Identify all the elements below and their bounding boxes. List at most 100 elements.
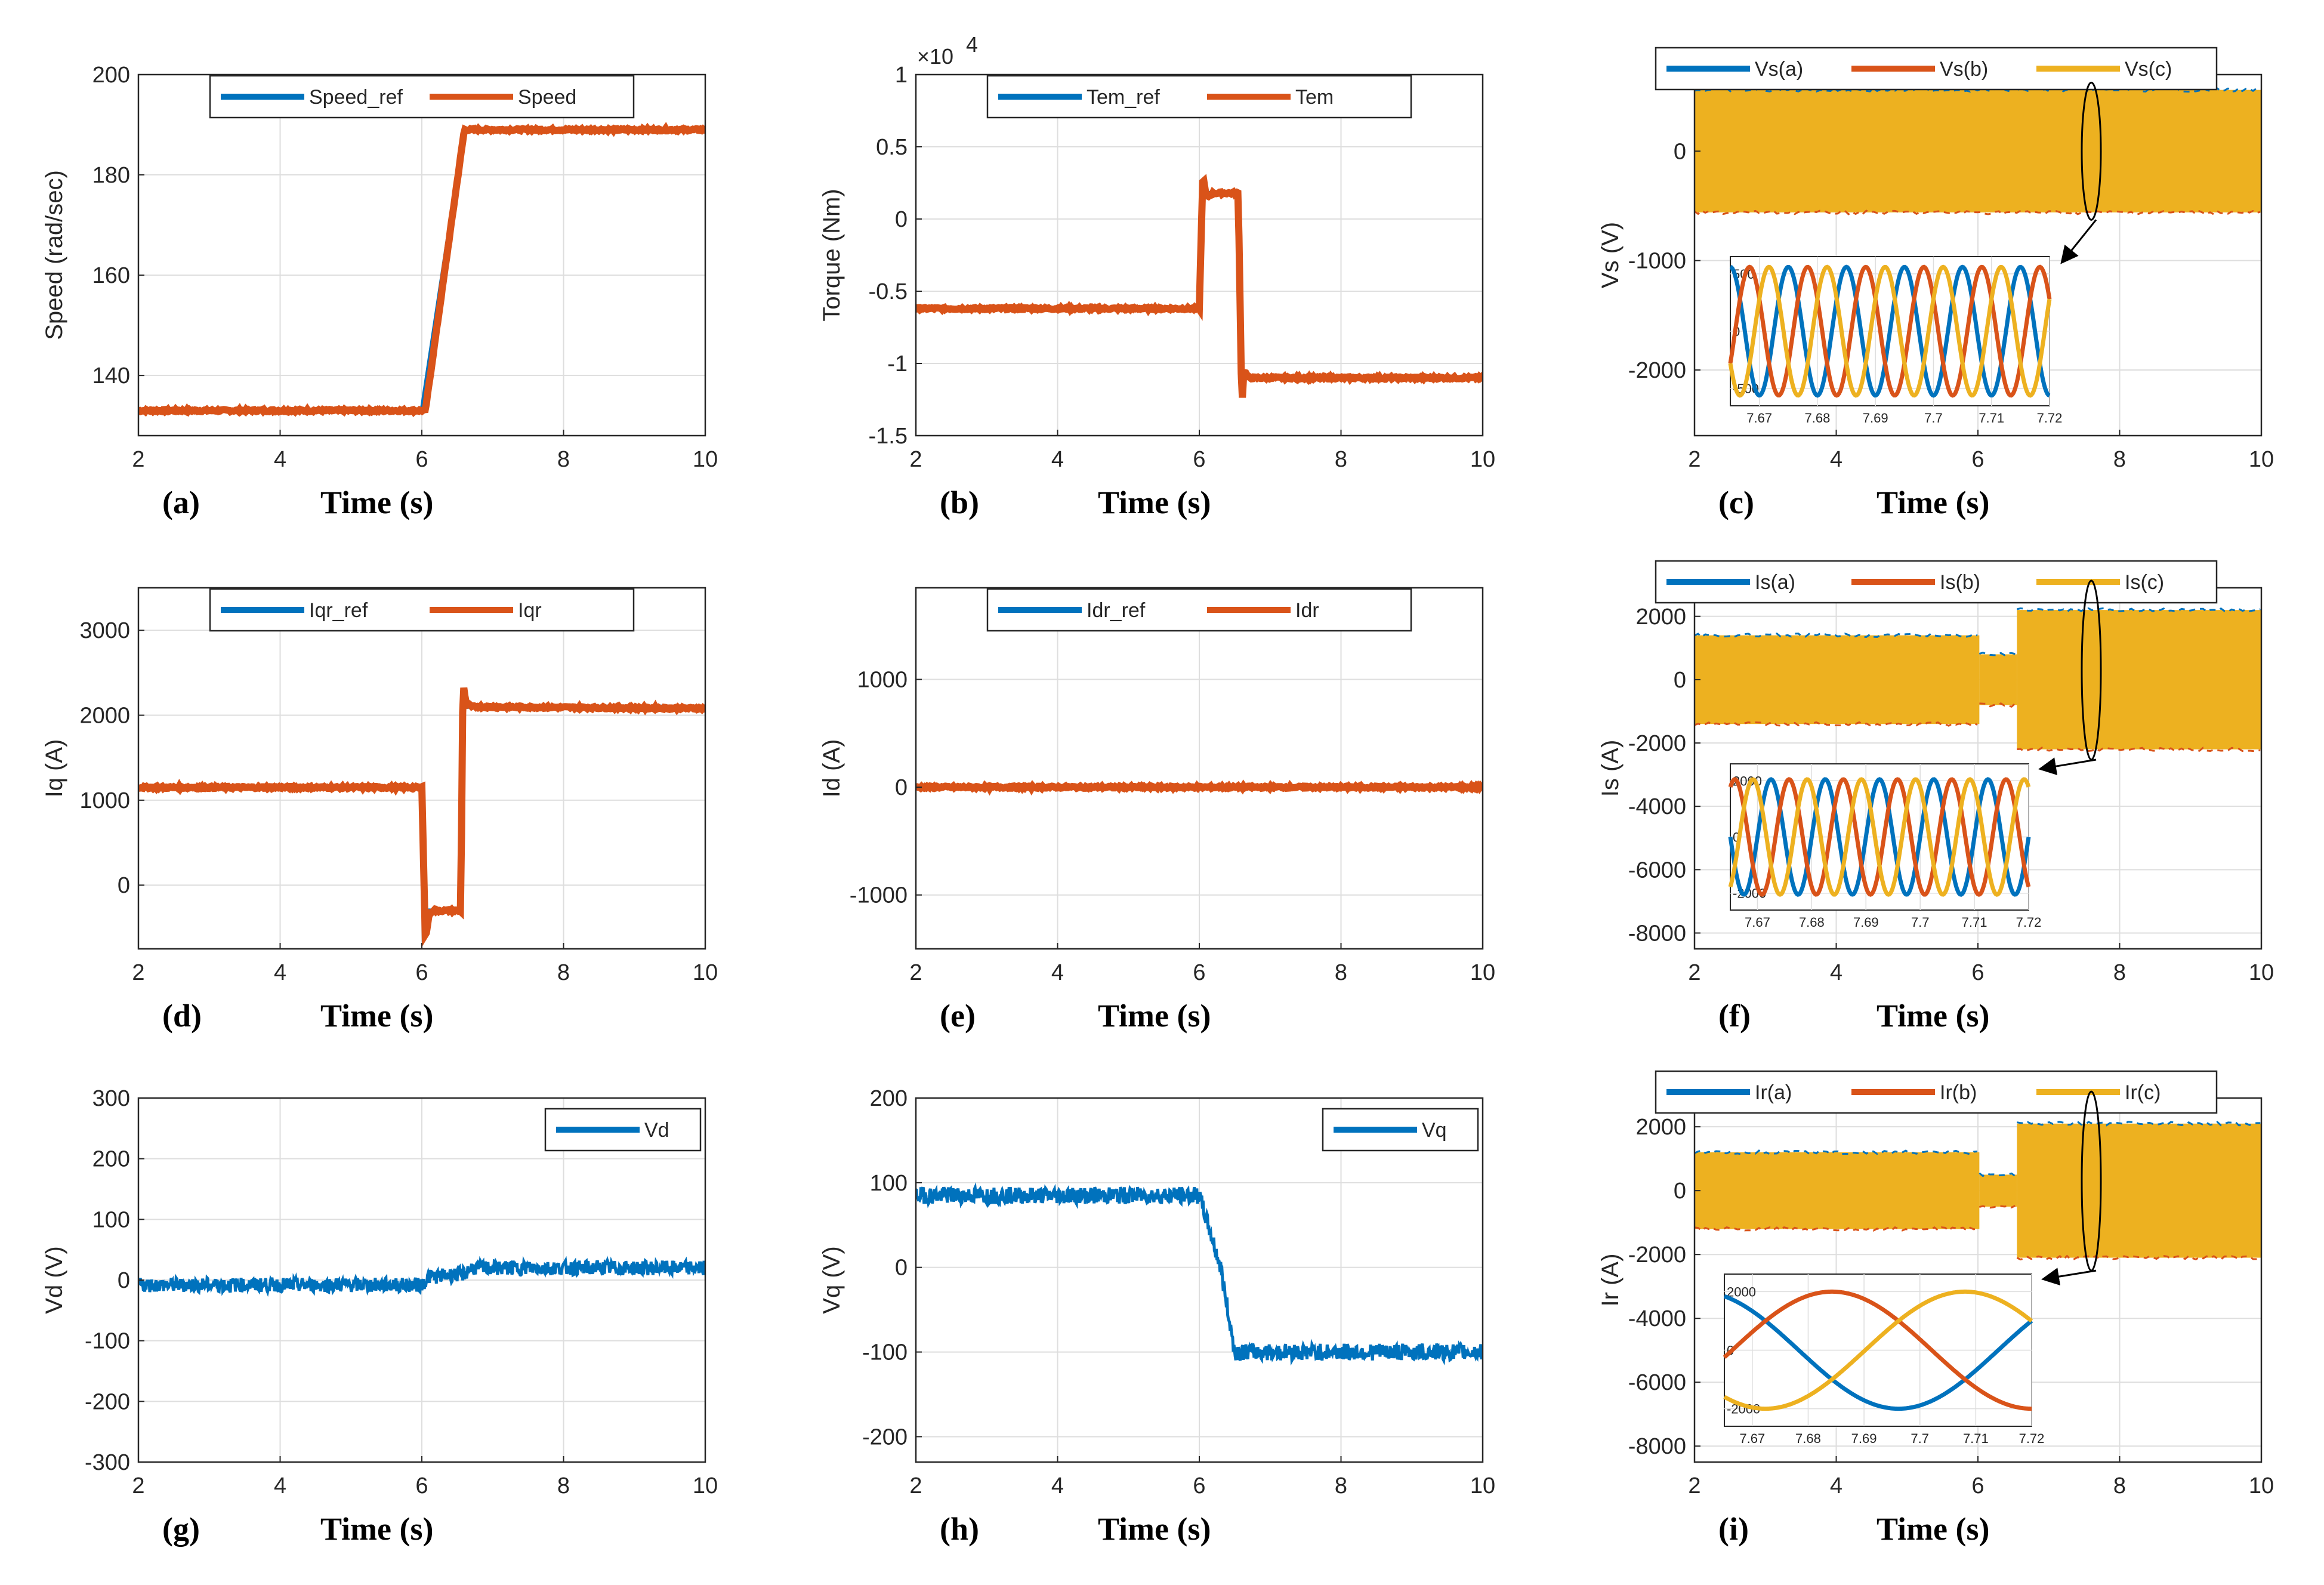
y-tick-label: -8000	[1628, 1434, 1686, 1459]
legend: Idr_ref Idr	[986, 588, 1412, 632]
x-tick-label: 8	[2113, 447, 2126, 472]
inset-x-tick: 7.69	[1853, 915, 1879, 930]
y-tick-label: 140	[92, 363, 130, 388]
inset-x-tick: 7.72	[2019, 1431, 2045, 1446]
x-tick-label: 6	[415, 447, 428, 472]
x-tick-label: 4	[1051, 447, 1064, 472]
y-axis-label: Torque (Nm)	[819, 189, 845, 321]
x-tick-label: 6	[1193, 447, 1205, 472]
inset-phase-wave	[1728, 777, 2031, 897]
inset-x-tick: 7.68	[1795, 1431, 1821, 1446]
plot-area	[916, 779, 1483, 796]
x-tick-label: 2	[1688, 447, 1700, 472]
y-axis-label: Vq (V)	[819, 1246, 845, 1313]
y-tick-label: -6000	[1628, 858, 1686, 883]
y-axis-label: Vs (V)	[1597, 222, 1624, 288]
y-tick-label: -1000	[850, 883, 908, 908]
inset-x-tick: 7.72	[2037, 411, 2063, 425]
y-tick-label: -100	[862, 1340, 908, 1365]
legend-entry: Idr_ref	[1087, 599, 1146, 622]
legend: Is(a) Is(b) Is(c)	[1655, 560, 2218, 604]
x-tick-label: 6	[415, 1473, 428, 1498]
inset-x-tick: 7.71	[1963, 1431, 1989, 1446]
y-tick-label: 2000	[1635, 1115, 1686, 1140]
legend-entry: Iqr_ref	[309, 599, 368, 622]
x-tick-label: 6	[1971, 447, 1984, 472]
series-line-vd	[138, 1255, 705, 1297]
chart-panel-e: 2 4 6 8 10 -1000 0 1000 Id (A) (e) Time (s) Idr_ref…	[819, 587, 1495, 1034]
x-tick-label: 2	[909, 447, 922, 472]
x-tick-label: 4	[1830, 960, 1842, 985]
x-tick-label: 2	[132, 960, 144, 985]
inset-x-tick: 7.67	[1746, 411, 1772, 425]
y-tick-label: 2000	[79, 704, 130, 729]
x-tick-label: 10	[693, 960, 718, 985]
legend: Tem_ref Tem	[986, 75, 1412, 119]
signal-edge	[1695, 209, 2261, 215]
x-tick-label: 2	[1688, 960, 1700, 985]
legend-entry: Is(c)	[2125, 571, 2164, 594]
y-tick-label: -2000	[1628, 731, 1686, 756]
legend-entry: Speed_ref	[309, 86, 403, 109]
x-axis-label: Time (s)	[1098, 998, 1211, 1034]
signal-edge	[1695, 1149, 1978, 1155]
plot-area	[138, 687, 705, 947]
x-tick-label: 8	[2113, 1473, 2126, 1498]
y-tick-label: -1.5	[869, 424, 908, 449]
legend: Vs(a) Vs(b) Vs(c)	[1655, 47, 2218, 91]
y-axis-label: Is (A)	[1597, 740, 1624, 797]
signal-envelope	[2017, 1123, 2261, 1258]
y-tick-label: 2000	[1635, 605, 1686, 630]
inset-phase-wave	[1723, 1289, 2032, 1411]
y-tick-label: -8000	[1628, 921, 1686, 946]
x-tick-label: 6	[415, 960, 428, 985]
panel-label: (c)	[1718, 485, 1754, 520]
x-axis-label: Time (s)	[1098, 485, 1211, 520]
x-tick-label: 4	[1051, 960, 1064, 985]
y-tick-label: 0	[895, 1256, 908, 1281]
legend-entry: Is(b)	[1940, 571, 1980, 594]
chart-panel-a: 2 4 6 8 10 140 160 180 200 Speed (rad/sec) (a) Time…	[41, 63, 718, 520]
legend-entry: Ir(a)	[1755, 1081, 1792, 1104]
chart-panel-h: 2 4 6 8 10 -200 -100 0 100 200 Vq (V) (h) Time (s) Vq	[819, 1086, 1495, 1547]
legend-entry: Idr	[1295, 599, 1319, 622]
x-tick-label: 10	[2249, 960, 2274, 985]
x-tick-label: 6	[1193, 1473, 1205, 1498]
y-tick-label: 1	[895, 63, 908, 88]
panel-label: (a)	[162, 485, 200, 520]
x-tick-label: 6	[1193, 960, 1205, 985]
y-tick-label: 160	[92, 263, 130, 288]
y-axis-label: Speed (rad/sec)	[41, 170, 67, 340]
legend-entry: Ir(c)	[2125, 1081, 2161, 1104]
legend-entry: Is(a)	[1755, 571, 1795, 594]
y-tick-label: -0.5	[869, 279, 908, 304]
signal-edge	[2016, 1254, 2261, 1261]
inset-phase-wave	[1729, 264, 2051, 398]
y-tick-label: 3000	[79, 618, 130, 643]
panel-label: (b)	[940, 485, 979, 520]
signal-edge	[1695, 633, 1978, 639]
inset-x-tick: 7.68	[1799, 915, 1825, 930]
inset-y-tick: 2000	[1727, 1284, 1756, 1299]
y-tick-label: 200	[92, 63, 130, 88]
y-tick-label: -1	[887, 351, 908, 377]
signal-edge	[1695, 1226, 1978, 1232]
x-tick-label: 10	[693, 447, 718, 472]
x-axis-label: Time (s)	[320, 485, 433, 520]
legend-entry: Vq	[1422, 1119, 1447, 1142]
x-tick-label: 8	[557, 1473, 570, 1498]
inset-x-tick: 7.71	[1962, 915, 1987, 930]
y-tick-label: 1000	[857, 668, 908, 693]
signal-envelope	[1979, 1174, 2017, 1207]
y-tick-label: 0	[118, 1268, 130, 1293]
signal-edge	[2017, 1121, 2261, 1127]
plot-area	[1695, 87, 2261, 215]
y-tick-label: 1000	[79, 788, 130, 813]
x-tick-label: 8	[1335, 447, 1347, 472]
y-tick-label: -2000	[1628, 1242, 1686, 1268]
inset-x-tick: 7.67	[1745, 915, 1770, 930]
x-tick-label: 2	[1688, 1473, 1700, 1498]
zoom-ellipse	[2081, 81, 2102, 221]
